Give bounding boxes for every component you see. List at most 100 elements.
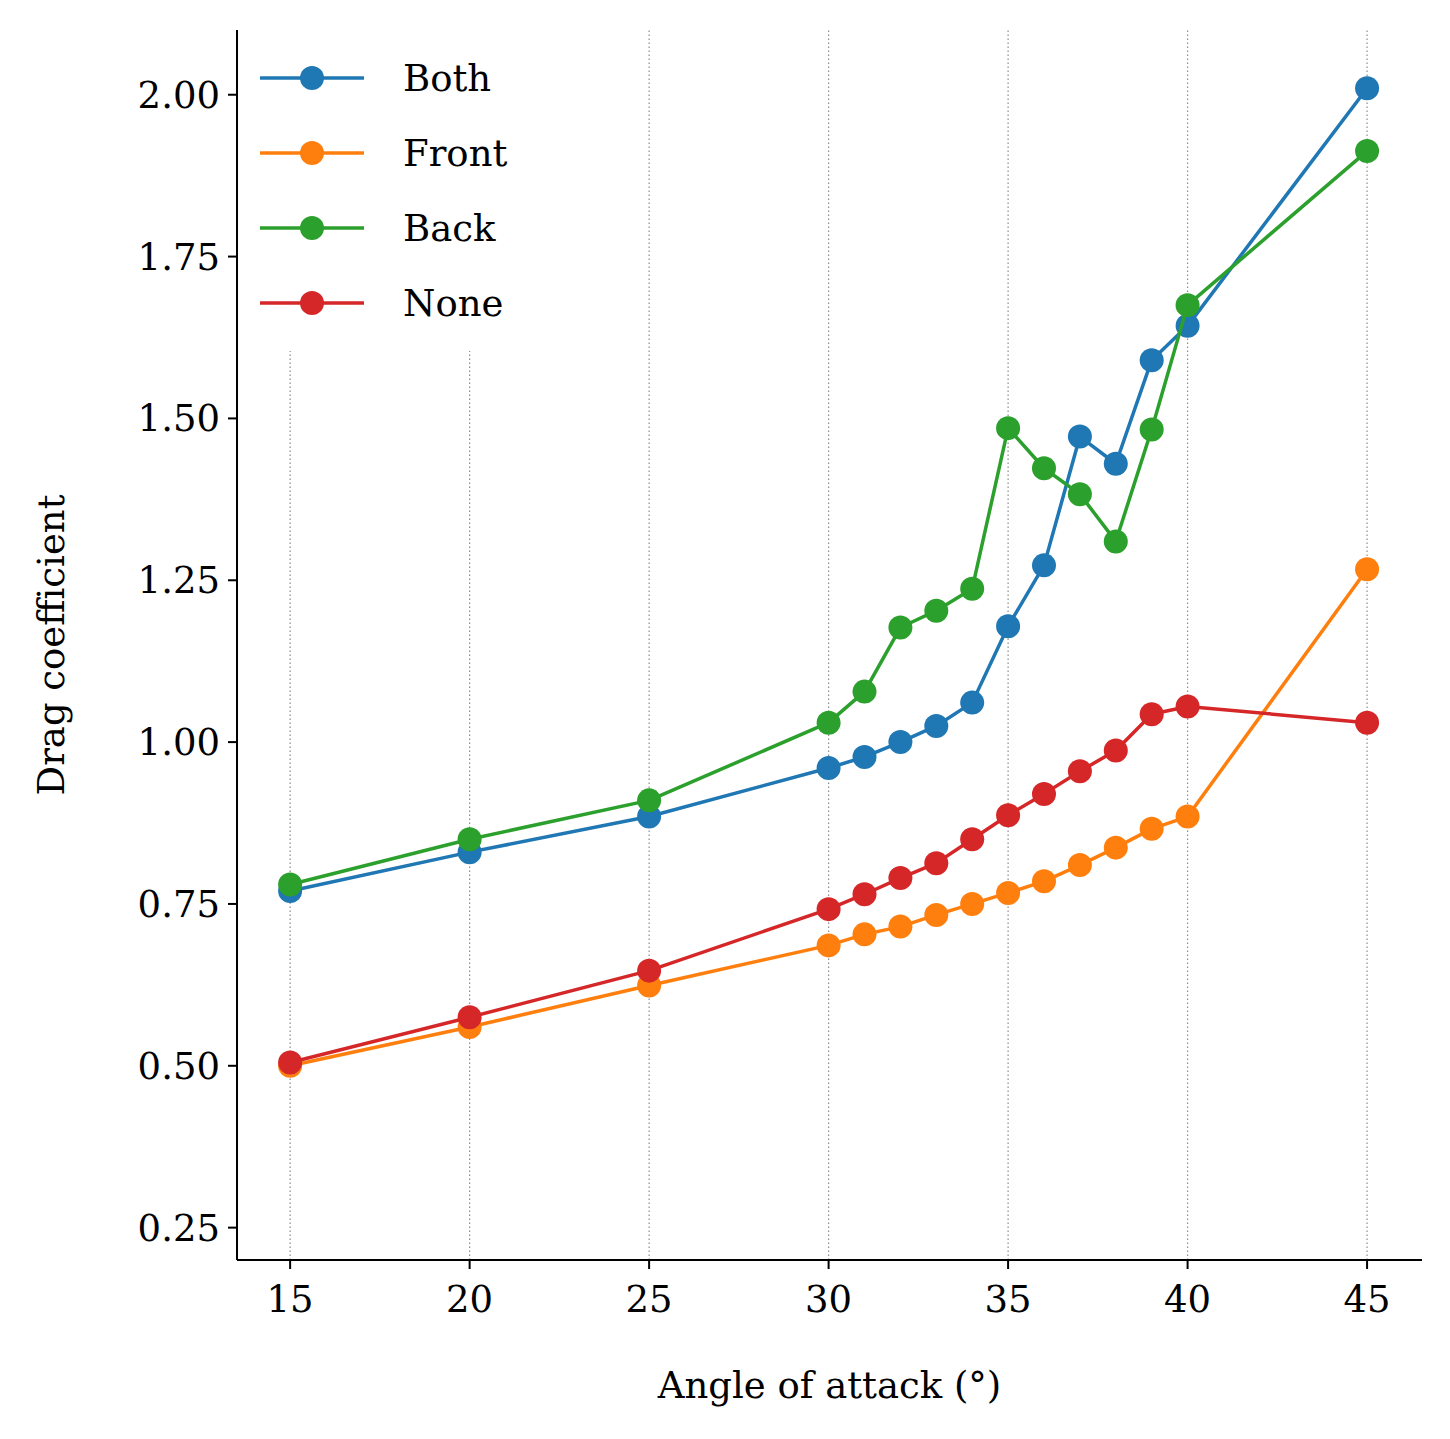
grid-line <box>290 351 291 1260</box>
tick-label: 35 <box>985 1278 1032 1321</box>
tick <box>228 256 237 258</box>
marker <box>1032 553 1056 577</box>
marker <box>853 882 877 906</box>
marker <box>996 416 1020 440</box>
legend-label: None <box>403 282 503 325</box>
marker <box>960 577 984 601</box>
series-line <box>290 707 1367 1063</box>
legend-label: Both <box>403 57 491 100</box>
marker <box>1104 529 1128 553</box>
marker <box>637 788 661 812</box>
marker <box>924 903 948 927</box>
marker <box>1104 739 1128 763</box>
tick <box>289 1260 291 1269</box>
marker <box>278 873 302 897</box>
marker <box>888 866 912 890</box>
tick-label: 1.50 <box>138 397 220 440</box>
legend: Both Front Back None <box>260 57 507 325</box>
series <box>278 695 1379 1075</box>
legend-marker <box>300 216 324 240</box>
chart: 152025303540450.250.500.751.001.251.501.… <box>0 0 1450 1439</box>
tick <box>228 94 237 96</box>
tick <box>469 1260 471 1269</box>
legend-label: Back <box>403 207 496 250</box>
legend-marker <box>300 291 324 315</box>
tick-label: 40 <box>1164 1278 1211 1321</box>
marker <box>1176 695 1200 719</box>
tick-label: 1.75 <box>138 236 220 279</box>
tick-label: 20 <box>446 1278 493 1321</box>
grid-line <box>828 30 829 1260</box>
marker <box>1068 853 1092 877</box>
marker <box>1104 452 1128 476</box>
marker <box>996 803 1020 827</box>
marker <box>924 851 948 875</box>
marker <box>1068 425 1092 449</box>
tick <box>648 1260 650 1269</box>
x-axis-label: Angle of attack (°) <box>657 1364 1002 1407</box>
marker <box>924 599 948 623</box>
marker <box>924 714 948 738</box>
tick <box>828 1260 830 1269</box>
series-line <box>290 88 1367 891</box>
marker <box>853 745 877 769</box>
marker <box>996 881 1020 905</box>
marker <box>888 915 912 939</box>
marker <box>1068 482 1092 506</box>
marker <box>1176 805 1200 829</box>
marker <box>888 616 912 640</box>
marker <box>1140 348 1164 372</box>
grid-line <box>469 351 470 1260</box>
marker <box>1176 293 1200 317</box>
tick-label: 15 <box>267 1278 314 1321</box>
tick-label: 30 <box>805 1278 852 1321</box>
marker <box>1355 139 1379 163</box>
tick <box>228 579 237 581</box>
axes: 152025303540450.250.500.751.001.251.501.… <box>138 30 1422 1321</box>
grid-line <box>649 30 650 1260</box>
series-line <box>290 569 1367 1066</box>
series-line <box>290 151 1367 884</box>
y-axis-line <box>236 30 238 1260</box>
marker <box>1140 702 1164 726</box>
marker <box>1355 711 1379 735</box>
marker <box>458 1005 482 1029</box>
tick <box>228 903 237 905</box>
marker <box>1032 782 1056 806</box>
marker <box>960 827 984 851</box>
marker <box>1355 76 1379 100</box>
legend-marker <box>300 66 324 90</box>
tick <box>1007 1260 1009 1269</box>
marker <box>458 827 482 851</box>
tick-label: 2.00 <box>138 74 220 117</box>
marker <box>888 730 912 754</box>
marker <box>1032 869 1056 893</box>
tick-label: 0.50 <box>138 1045 220 1088</box>
marker <box>1355 557 1379 581</box>
plot-area <box>278 76 1379 1078</box>
series <box>278 557 1379 1078</box>
legend-marker <box>300 141 324 165</box>
tick <box>228 1227 237 1229</box>
tick-label: 45 <box>1344 1278 1391 1321</box>
tick-label: 1.25 <box>138 559 220 602</box>
marker <box>960 691 984 715</box>
marker <box>1032 456 1056 480</box>
marker <box>637 959 661 983</box>
legend-label: Front <box>403 132 507 175</box>
grid-line <box>1366 30 1367 1260</box>
series <box>278 139 1379 896</box>
tick <box>228 417 237 419</box>
tick-label: 1.00 <box>138 721 220 764</box>
grid <box>290 30 1367 1260</box>
marker <box>817 897 841 921</box>
marker <box>853 922 877 946</box>
grid-line <box>1007 30 1008 1260</box>
marker <box>278 1051 302 1075</box>
marker <box>1140 417 1164 441</box>
tick <box>1187 1260 1189 1269</box>
y-axis-label: Drag coefficient <box>30 494 73 795</box>
marker <box>817 933 841 957</box>
tick <box>1366 1260 1368 1269</box>
tick <box>228 1065 237 1067</box>
